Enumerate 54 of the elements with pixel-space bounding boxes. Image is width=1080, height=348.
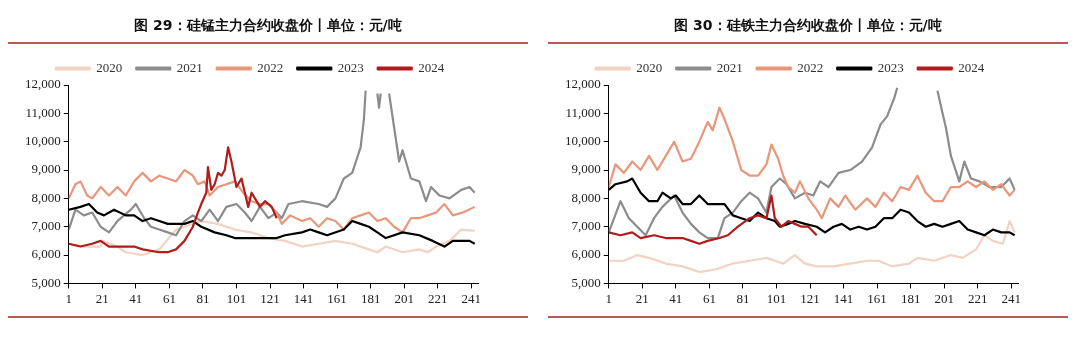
legend-label: 2020 [636,59,663,75]
x-tick-label: 41 [669,290,683,306]
legend-label: 2023 [877,59,904,75]
legend-label: 2024 [418,59,445,75]
x-tick-label: 161 [327,290,347,306]
y-tick-label: 9,000 [571,161,601,177]
x-tick-label: 61 [162,290,176,306]
y-tick-label: 10,000 [25,133,61,149]
y-tick-label: 8,000 [571,189,601,205]
y-tick-label: 5,000 [571,274,601,290]
x-tick-label: 1 [65,290,72,306]
x-tick-label: 201 [394,290,414,306]
legend-label: 2020 [96,59,123,75]
y-tick-label: 5,000 [31,274,61,290]
chart-title: 图 30：硅铁主力合约收盘价丨单位：元/吨 [673,16,943,35]
y-tick-label: 9,000 [31,161,61,177]
x-tick-label: 201 [934,290,954,306]
legend-label: 2022 [797,59,824,75]
x-tick-label: 141 [293,290,314,306]
x-tick-label: 121 [260,290,280,306]
y-tick-label: 7,000 [571,218,601,234]
x-tick-label: 81 [196,290,210,306]
x-tick-label: 121 [800,290,820,306]
y-tick-label: 11,000 [565,104,601,120]
x-tick-label: 141 [833,290,854,306]
y-tick-label: 12,000 [25,76,61,92]
x-tick-label: 101 [226,290,247,306]
y-tick-label: 12,000 [565,76,601,92]
y-tick-label: 6,000 [571,246,601,262]
x-tick-label: 21 [635,290,649,306]
x-tick-label: 21 [95,290,109,306]
y-tick-label: 11,000 [25,104,61,120]
x-tick-label: 181 [900,290,921,306]
legend-label: 2021 [176,59,203,75]
x-tick-label: 101 [766,290,787,306]
x-tick-label: 181 [360,290,381,306]
legend-label: 2024 [958,59,985,75]
y-tick-label: 7,000 [31,218,61,234]
y-tick-label: 6,000 [31,246,61,262]
legend-label: 2021 [716,59,743,75]
y-tick-label: 8,000 [31,189,61,205]
x-tick-label: 61 [702,290,716,306]
legend-label: 2022 [257,59,284,75]
x-tick-label: 81 [736,290,750,306]
x-tick-label: 241 [461,290,482,306]
legend-label: 2023 [337,59,364,75]
x-tick-label: 161 [867,290,887,306]
y-tick-label: 10,000 [565,133,601,149]
x-tick-label: 41 [129,290,143,306]
x-tick-label: 1 [605,290,612,306]
x-tick-label: 241 [1001,290,1022,306]
chart-title: 图 29：硅锰主力合约收盘价丨单位：元/吨 [133,16,403,35]
x-tick-label: 221 [428,290,448,306]
x-tick-label: 221 [968,290,988,306]
